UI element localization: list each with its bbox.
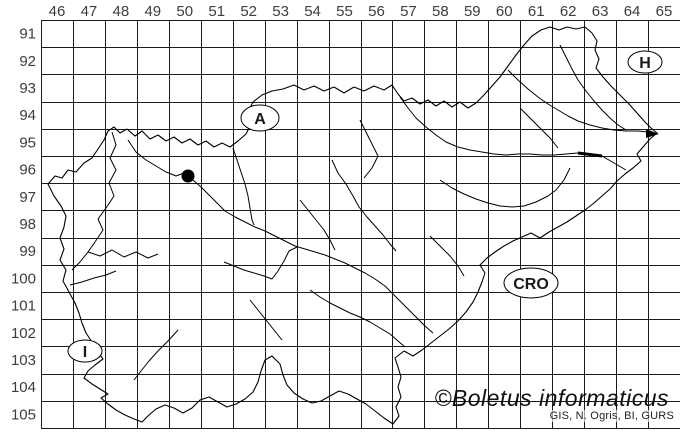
river-path — [559, 44, 627, 131]
country-oval — [503, 267, 559, 299]
river-path — [519, 107, 559, 149]
country-oval — [240, 104, 280, 132]
column-label: 47 — [81, 3, 98, 20]
column-label: 64 — [624, 3, 641, 20]
column-label: 56 — [368, 3, 385, 20]
river-path — [429, 235, 465, 277]
grid-lines — [41, 20, 680, 429]
river-path — [133, 329, 179, 381]
river-path — [127, 139, 434, 334]
row-label: 93 — [19, 80, 36, 97]
row-label: 95 — [19, 134, 36, 151]
river-path — [507, 69, 649, 133]
slovenia-border-path — [47, 26, 658, 425]
watermark-text: ©Boletus informaticus — [434, 385, 669, 411]
column-axis-labels: 46 47 48 49 50 51 52 53 54 55 56 57 58 59 60 61 62 63 64 65 — [49, 3, 673, 20]
column-label: 50 — [176, 3, 193, 20]
column-label: 65 — [656, 3, 673, 20]
river-path — [577, 151, 603, 158]
row-label: 99 — [19, 243, 36, 260]
river-path — [223, 246, 298, 280]
column-label: 49 — [144, 3, 161, 20]
row-axis-labels: 91 92 93 94 95 96 97 98 99 100 101 102 103 104 105 — [11, 26, 36, 424]
river-path — [601, 155, 627, 171]
river-path — [87, 249, 159, 259]
river-path — [359, 119, 379, 179]
row-label: 97 — [19, 189, 36, 206]
country-label-text: CRO — [513, 276, 549, 293]
river-path — [331, 159, 397, 252]
column-label: 53 — [272, 3, 289, 20]
row-label: 105 — [11, 406, 36, 423]
column-label: 51 — [208, 3, 225, 20]
country-label-italy: I — [67, 339, 103, 363]
country-label-hungary: H — [627, 50, 663, 74]
east-tip-mark — [646, 129, 659, 138]
credits-text: GIS, N. Ogris, BI, GURS — [549, 410, 674, 422]
row-label: 92 — [19, 53, 36, 70]
river-path — [69, 270, 117, 286]
country-label-text: I — [83, 344, 87, 361]
country-labels-layer: A H CRO I — [67, 50, 663, 363]
column-label: 62 — [560, 3, 577, 20]
row-label: 103 — [11, 352, 36, 369]
column-label: 58 — [432, 3, 449, 20]
column-label: 59 — [464, 3, 481, 20]
column-label: 48 — [113, 3, 130, 20]
country-label-croatia: CRO — [503, 267, 559, 299]
row-label: 104 — [11, 379, 36, 396]
row-label: 98 — [19, 216, 36, 233]
rivers — [69, 44, 649, 381]
occurrence-dot-col50-row96 — [181, 169, 195, 183]
river-path — [249, 299, 283, 341]
country-border — [47, 26, 659, 425]
row-label: 100 — [11, 270, 36, 287]
column-label: 54 — [304, 3, 321, 20]
river-path — [299, 199, 336, 251]
row-label: 101 — [11, 298, 36, 315]
row-label: 94 — [19, 107, 36, 124]
country-oval — [627, 50, 663, 74]
column-label: 60 — [496, 3, 513, 20]
country-label-text: H — [639, 55, 651, 72]
column-label: 63 — [592, 3, 609, 20]
country-label-austria: A — [240, 104, 280, 132]
row-label: 102 — [11, 325, 36, 342]
river-path — [232, 147, 255, 226]
river-path — [439, 167, 571, 208]
column-label: 61 — [528, 3, 545, 20]
column-label: 57 — [400, 3, 417, 20]
row-label: 91 — [19, 26, 36, 43]
column-label: 55 — [336, 3, 353, 20]
river-path — [71, 131, 117, 271]
country-label-text: A — [254, 111, 266, 128]
river-path — [399, 96, 579, 156]
column-label: 52 — [240, 3, 257, 20]
column-label: 46 — [49, 3, 66, 20]
occurrence-markers — [181, 169, 195, 183]
river-path — [309, 289, 406, 348]
country-oval — [67, 339, 103, 363]
row-label: 96 — [19, 162, 36, 179]
